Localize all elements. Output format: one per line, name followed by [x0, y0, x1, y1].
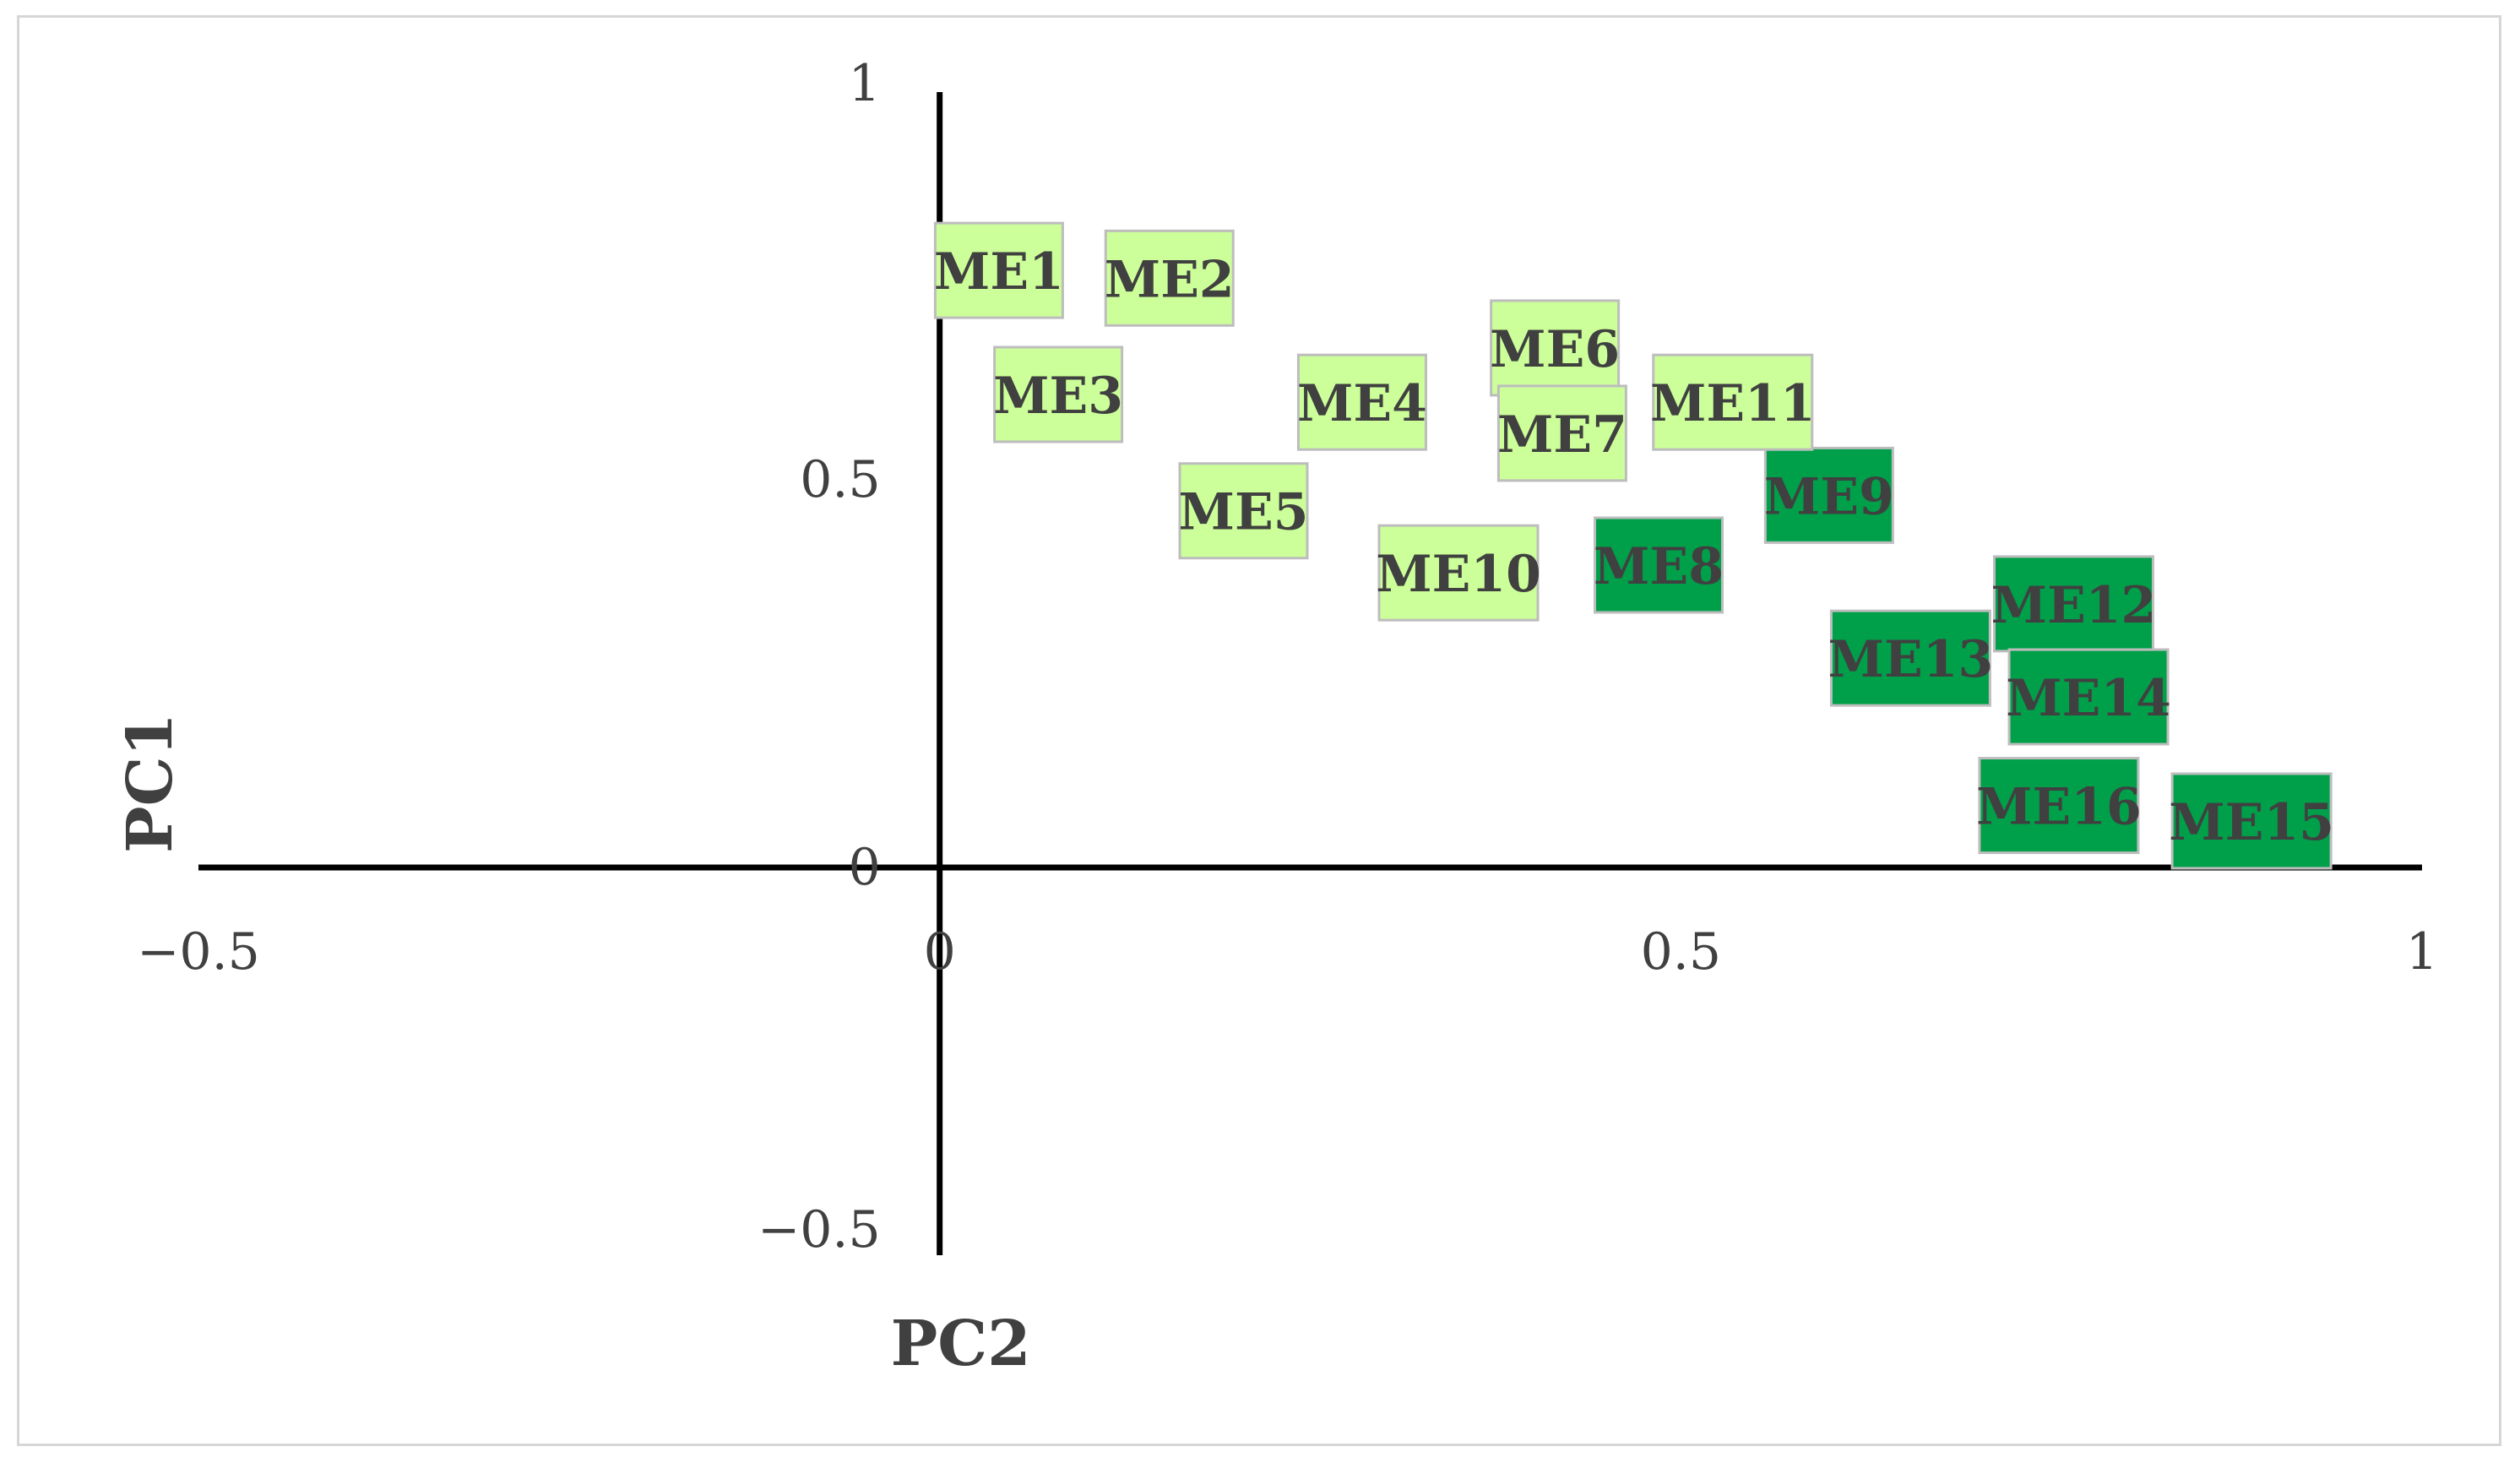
data-point-label: ME11	[1650, 374, 1816, 433]
data-point-label: ME16	[1976, 778, 2142, 837]
data-point-label: ME5	[1179, 483, 1309, 542]
y-axis-title: PC1	[114, 713, 187, 853]
chart-frame: −0.5 0 0.5 1 −0.5 0 0.5 1 PC2 PC1 ME1 ME2 ME3 ME4 ME5 M…	[17, 15, 2501, 1446]
data-point-label: ME8	[1594, 537, 1724, 596]
data-point-label: ME1	[934, 242, 1064, 302]
data-point-label: ME6	[1490, 320, 1620, 379]
data-label-box	[1829, 609, 1991, 707]
data-label-box	[2170, 772, 2333, 870]
data-label-box	[2007, 648, 2170, 746]
x-tick-label: 0.5	[1641, 922, 1721, 982]
data-label-box	[1296, 353, 1427, 451]
y-tick-label: 1	[848, 54, 880, 113]
data-label-box	[1490, 299, 1621, 397]
data-label-box	[1594, 516, 1724, 614]
scatter-chart: −0.5 0 0.5 1 −0.5 0 0.5 1 PC2 PC1 ME1 ME2 ME3 ME4 ME5 M…	[114, 54, 2438, 1380]
data-point-label: ME13	[1828, 630, 1994, 689]
data-point-label: ME10	[1376, 545, 1541, 604]
data-point-label: ME15	[2169, 793, 2334, 852]
data-label-box	[1763, 446, 1894, 544]
data-point-label: ME12	[1991, 576, 2157, 635]
data-point-label: ME9	[1764, 467, 1894, 526]
data-label-box	[1104, 229, 1235, 327]
data-point-label: ME4	[1297, 374, 1427, 433]
x-tick-label: 0	[924, 922, 956, 982]
data-label-box	[933, 221, 1064, 319]
y-tick-label: −0.5	[758, 1200, 881, 1259]
x-axis-title: PC2	[891, 1308, 1031, 1380]
data-label-box	[1496, 384, 1627, 482]
data-label-box	[1178, 462, 1309, 560]
data-point-label: ME3	[993, 367, 1123, 426]
data-label-box	[1652, 353, 1814, 451]
x-tick-label: −0.5	[137, 922, 260, 982]
data-point-label: ME2	[1105, 250, 1235, 309]
data-label-box	[1377, 524, 1540, 622]
data-label-box	[993, 345, 1124, 443]
y-tick-label: 0.5	[800, 450, 880, 509]
y-tick-label: 0	[848, 838, 880, 897]
data-point-label: ME14	[2006, 669, 2171, 728]
x-tick-label: 1	[2406, 922, 2438, 982]
data-point-label: ME7	[1497, 405, 1627, 465]
data-label-box	[1992, 555, 2154, 653]
data-label-box	[1978, 757, 2140, 855]
